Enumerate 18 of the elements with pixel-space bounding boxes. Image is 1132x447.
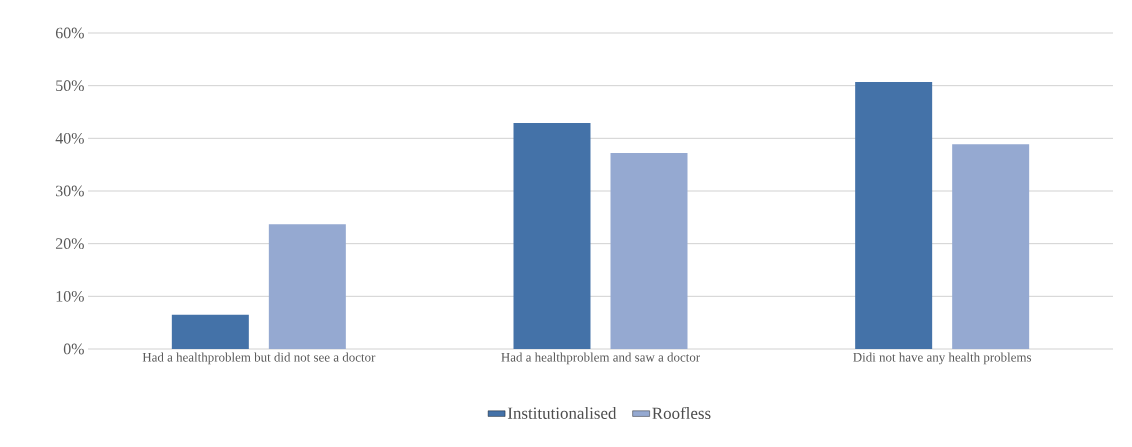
y-tick-label: 40%	[55, 132, 84, 144]
bar	[855, 81, 933, 349]
bar	[952, 144, 1030, 349]
x-tick-label: Had a healthproblem but did not see a doctor	[142, 352, 376, 365]
y-tick-label: 0%	[63, 343, 84, 355]
bar	[171, 314, 249, 349]
x-tick-label: Didi not have any health problems	[853, 352, 1032, 365]
y-tick-label: 20%	[55, 238, 84, 250]
x-tick-label: Had a healthproblem and saw a doctor	[501, 352, 701, 365]
y-tick-label: 50%	[56, 80, 84, 92]
legend-label: Institutionalised	[507, 406, 617, 419]
legend-label: Roofless	[652, 406, 711, 419]
y-tick-label: 30%	[56, 185, 84, 197]
bar	[268, 224, 346, 349]
bar	[513, 123, 591, 349]
y-tick-label: 10%	[56, 290, 84, 302]
y-tick-label: 60%	[55, 27, 84, 39]
bar	[610, 153, 688, 349]
